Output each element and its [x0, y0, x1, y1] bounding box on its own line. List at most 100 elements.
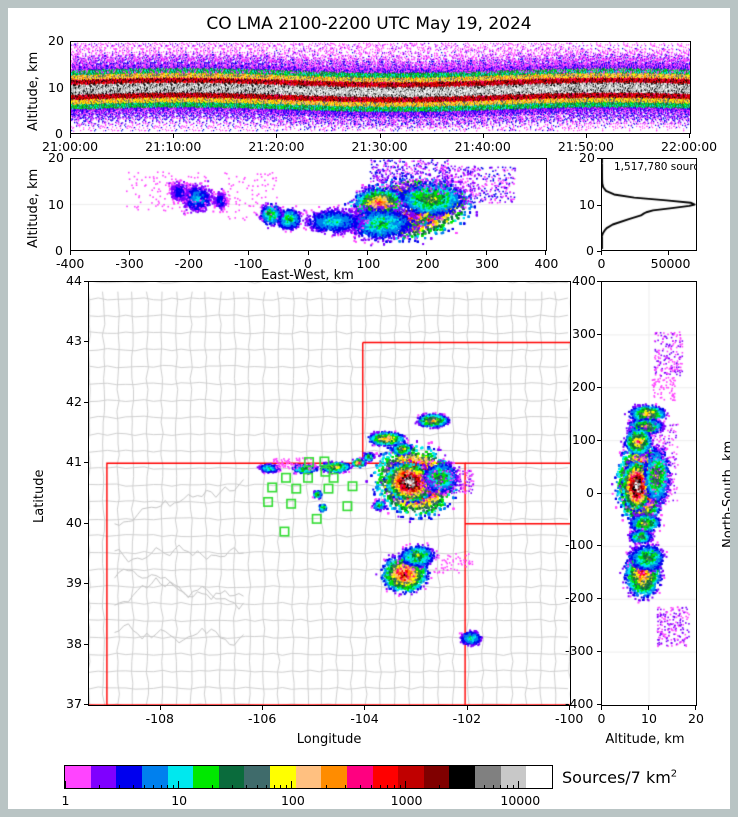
ns-ytick-3: -100: [565, 537, 594, 553]
colorbar-segment-2: [116, 766, 143, 788]
north-south-axes[interactable]: [601, 281, 697, 706]
time-height-tick: [173, 134, 175, 138]
map-xtick-mark: [569, 706, 570, 710]
map-xtick-mark: [466, 706, 468, 710]
colorbar-segment-3: [141, 766, 169, 788]
hist-xtick-mark: [668, 251, 670, 255]
east-west-axes[interactable]: [70, 158, 547, 251]
time-height-xtick-6: 22:00:00: [661, 139, 718, 154]
map-xlabel: Longitude: [296, 732, 362, 747]
colorbar-minor-tick: [492, 785, 494, 789]
east-west-xtick-0: -400: [56, 256, 85, 271]
time-height-axes[interactable]: [70, 41, 691, 134]
east-west-xtick-5: 100: [356, 256, 381, 271]
north-south-ylabel: North-South, km: [721, 440, 730, 548]
east-west-xtick-4: 0: [304, 256, 312, 271]
colorbar-minor-tick: [506, 785, 508, 789]
map-ylabel: Latitude: [32, 469, 47, 523]
colorbar-title: Sources/7 km2: [562, 768, 677, 787]
altitude-histogram-axes[interactable]: 1,517,780 sources: [601, 158, 697, 251]
colorbar-minor-tick: [472, 785, 474, 789]
east-west-ylabel: Altitude, km: [26, 168, 41, 248]
map-xtick-mark: [159, 706, 161, 710]
ns-ytick-mark: [597, 492, 601, 494]
colorbar-minor-tick: [438, 785, 440, 789]
ns-ytick-7: 300: [572, 325, 596, 341]
east-west-ytick-2: 20: [48, 150, 64, 165]
colorbar-minor-tick: [212, 785, 214, 789]
ns-xtick-1: 10: [641, 711, 657, 726]
ns-ytick-mark: [597, 333, 601, 335]
colorbar-segment-4: [167, 766, 194, 788]
figure-canvas: CO LMA 2100-2200 UTC May 19, 2024 Altitu…: [8, 8, 730, 809]
map-xtick-4: -100: [555, 711, 584, 726]
colorbar-minor-tick: [232, 785, 234, 789]
colorbar-minor-tick: [500, 785, 502, 789]
colorbar-segment-17: [500, 766, 527, 788]
colorbar-segment-11: [346, 766, 374, 788]
colorbar-minor-tick: [370, 785, 372, 789]
ns-ytick-1: -300: [565, 643, 594, 659]
colorbar-minor-tick: [99, 785, 101, 789]
colorbar-minor-tick: [379, 785, 381, 789]
map-ytick-4: 41: [66, 454, 82, 470]
time-height-xtick-5: 21:50:00: [557, 139, 614, 154]
ns-ytick-2: -200: [565, 590, 594, 606]
east-west-xtick-3: -100: [234, 256, 263, 271]
colorbar-minor-tick: [133, 785, 135, 789]
map-ytick-5: 42: [66, 393, 82, 409]
time-height-tick: [482, 134, 484, 138]
east-west-xtick-1: -300: [115, 256, 144, 271]
colorbar-segment-14: [423, 766, 451, 788]
ns-ytick-4: 0: [586, 484, 594, 500]
ns-ytick-8: 400: [572, 273, 596, 288]
colorbar-segment-12: [372, 766, 399, 788]
hist-ytick-2: 20: [579, 150, 595, 165]
east-west-xtick-8: 400: [534, 256, 559, 271]
map-ytick-mark: [84, 583, 88, 585]
east-west-tick: [188, 251, 190, 255]
time-height-xtick-1: 21:10:00: [145, 139, 202, 154]
colorbar-label-0: 1: [61, 793, 70, 808]
colorbar-minor-tick: [345, 785, 347, 789]
time-height-ytick-1: 10: [48, 79, 64, 95]
time-height-tick: [70, 134, 71, 138]
colorbar-gradient[interactable]: [64, 765, 553, 789]
colorbar-minor-tick: [393, 785, 395, 789]
east-west-tick: [485, 251, 487, 255]
colorbar-segment-9: [295, 766, 322, 788]
map-axes[interactable]: [88, 281, 571, 706]
map-ytick-1: 38: [66, 635, 82, 651]
colorbar-segment-8: [270, 766, 297, 788]
colorbar-title-text: Sources/7 km: [562, 768, 671, 787]
colorbar-label-3: 1000: [390, 793, 423, 808]
ns-xtick-mark: [601, 706, 602, 710]
colorbar-segment-1: [90, 766, 117, 788]
colorbar-minor-tick: [273, 785, 275, 789]
ns-xtick-mark: [648, 706, 649, 710]
colorbar-minor-tick: [280, 785, 282, 789]
ns-ytick-mark: [597, 545, 601, 547]
colorbar-major-tick: [291, 781, 293, 789]
colorbar-label-1: 10: [171, 793, 188, 808]
ns-xtick-0: 0: [597, 711, 606, 726]
east-west-tick: [129, 251, 131, 255]
colorbar-minor-tick: [153, 785, 155, 789]
colorbar-segment-0: [65, 766, 92, 788]
colorbar-major-tick: [65, 781, 66, 789]
map-ytick-2: 39: [66, 575, 82, 591]
east-west-ytick-1: 10: [48, 196, 64, 212]
colorbar-segment-18: [526, 766, 552, 788]
colorbar-title-exponent: 2: [670, 768, 678, 780]
hist-ytick-mark: [597, 204, 601, 206]
time-height-xtick-0: 21:00:00: [42, 139, 99, 154]
time-height-xtick-2: 21:20:00: [248, 139, 305, 154]
colorbar-segment-16: [475, 766, 502, 788]
north-south-xlabel: Altitude, km: [605, 732, 685, 747]
ns-ytick-mark: [597, 651, 601, 653]
time-height-ytick-2: 20: [48, 33, 64, 48]
colorbar-major-tick: [517, 781, 519, 789]
map-xtick-mark: [364, 706, 366, 710]
time-height-tick: [585, 134, 587, 138]
colorbar-minor-tick: [399, 785, 401, 789]
